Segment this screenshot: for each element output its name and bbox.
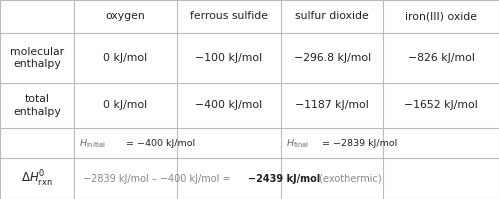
Text: iron(III) oxide: iron(III) oxide [405,11,477,21]
Text: oxygen: oxygen [106,11,145,21]
Text: 0 kJ/mol: 0 kJ/mol [103,100,148,110]
Text: ferrous sulfide: ferrous sulfide [190,11,268,21]
Text: total
enthalpy: total enthalpy [13,94,61,117]
Text: −2839 kJ/mol – −400 kJ/mol =: −2839 kJ/mol – −400 kJ/mol = [83,174,234,184]
Text: $\Delta H^0_{\rm rxn}$: $\Delta H^0_{\rm rxn}$ [21,169,53,189]
Text: −2439 kJ/mol: −2439 kJ/mol [248,174,320,184]
Text: −100 kJ/mol: −100 kJ/mol [196,53,262,63]
Text: sulfur dioxide: sulfur dioxide [295,11,369,21]
Text: molecular
enthalpy: molecular enthalpy [10,47,64,69]
Text: = −2839 kJ/mol: = −2839 kJ/mol [319,139,397,148]
Text: $H_{\mathrm{final}}$: $H_{\mathrm{final}}$ [286,137,309,149]
Text: $H_{\mathrm{initial}}$: $H_{\mathrm{initial}}$ [79,137,106,149]
Text: 0 kJ/mol: 0 kJ/mol [103,53,148,63]
Text: −826 kJ/mol: −826 kJ/mol [408,53,475,63]
Text: (exothermic): (exothermic) [316,174,382,184]
Text: −1187 kJ/mol: −1187 kJ/mol [295,100,369,110]
Text: −296.8 kJ/mol: −296.8 kJ/mol [293,53,371,63]
Text: −400 kJ/mol: −400 kJ/mol [196,100,262,110]
Text: −1652 kJ/mol: −1652 kJ/mol [404,100,478,110]
Text: = −400 kJ/mol: = −400 kJ/mol [123,139,195,148]
